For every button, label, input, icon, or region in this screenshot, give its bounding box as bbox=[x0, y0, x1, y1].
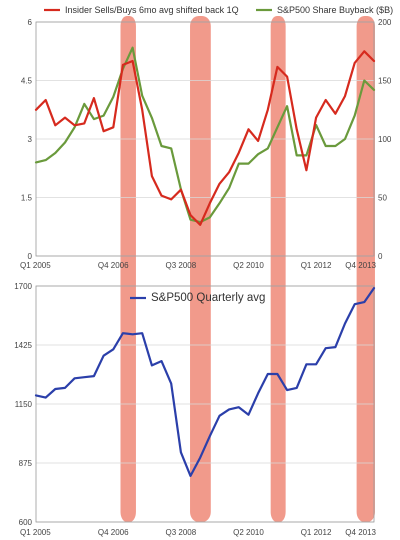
lower-x-tick-2: Q3 2008 bbox=[166, 528, 197, 537]
lower-x-tick-4: Q1 2012 bbox=[301, 528, 332, 537]
left-y-tick-0: 0 bbox=[28, 252, 33, 261]
right-y-tick-4: 200 bbox=[378, 18, 392, 27]
upper-x-tick-1: Q4 2006 bbox=[98, 261, 129, 270]
right-y-tick-3: 150 bbox=[378, 77, 392, 86]
legend-sp500-avg-label: S&P500 Quarterly avg bbox=[151, 292, 265, 304]
right-y-tick-0: 0 bbox=[378, 252, 383, 261]
plot-frame-2 bbox=[35, 285, 375, 523]
upper-x-tick-2: Q3 2008 bbox=[166, 261, 197, 270]
axes: 0 1.5 3 4.5 6 0 50 100 150 200 600 875 1150 1425 1700 Q… bbox=[14, 18, 392, 537]
left-y-tick-3: 4.5 bbox=[21, 77, 33, 86]
legend-share-buyback-label: S&P500 Share Buyback ($B) bbox=[277, 5, 393, 15]
lower-x-tick-3: Q2 2010 bbox=[233, 528, 264, 537]
highlight-band-4 bbox=[356, 16, 375, 522]
series-lines bbox=[34, 46, 376, 477]
upper-x-tick-5: Q4 2013 bbox=[345, 261, 376, 270]
right-y-tick-2: 100 bbox=[378, 135, 392, 144]
left-y-tick-1: 1.5 bbox=[21, 194, 33, 203]
left-y-tick-2: 3 bbox=[28, 135, 33, 144]
lower-y-tick-2: 1150 bbox=[15, 400, 33, 409]
gridlines bbox=[35, 21, 375, 523]
highlight-band-1 bbox=[120, 16, 136, 522]
line-insider-ratio bbox=[34, 50, 376, 226]
line-sp500-avg bbox=[34, 287, 376, 477]
lower-y-tick-1: 875 bbox=[19, 459, 33, 468]
lower-y-tick-4: 1700 bbox=[14, 282, 32, 291]
lower-x-tick-0: Q1 2005 bbox=[20, 528, 51, 537]
plot-frame-1 bbox=[35, 21, 375, 257]
legends: Insider Sells/Buys 6mo avg shifted back … bbox=[44, 5, 393, 304]
lower-y-tick-3: 1425 bbox=[14, 341, 32, 350]
highlight-band-3 bbox=[270, 16, 286, 522]
upper-x-tick-0: Q1 2005 bbox=[20, 261, 51, 270]
highlight-bands bbox=[120, 16, 375, 522]
line-share-buyback bbox=[34, 46, 376, 224]
left-y-tick-4: 6 bbox=[28, 18, 33, 27]
upper-x-tick-4: Q1 2012 bbox=[301, 261, 332, 270]
legend-insider-ratio-label: Insider Sells/Buys 6mo avg shifted back … bbox=[65, 5, 239, 15]
lower-y-tick-0: 600 bbox=[19, 518, 33, 527]
upper-x-tick-3: Q2 2010 bbox=[233, 261, 264, 270]
lower-x-tick-1: Q4 2006 bbox=[98, 528, 129, 537]
right-y-tick-1: 50 bbox=[378, 194, 387, 203]
highlight-band-2 bbox=[190, 16, 211, 522]
lower-x-tick-5: Q4 2013 bbox=[345, 528, 376, 537]
